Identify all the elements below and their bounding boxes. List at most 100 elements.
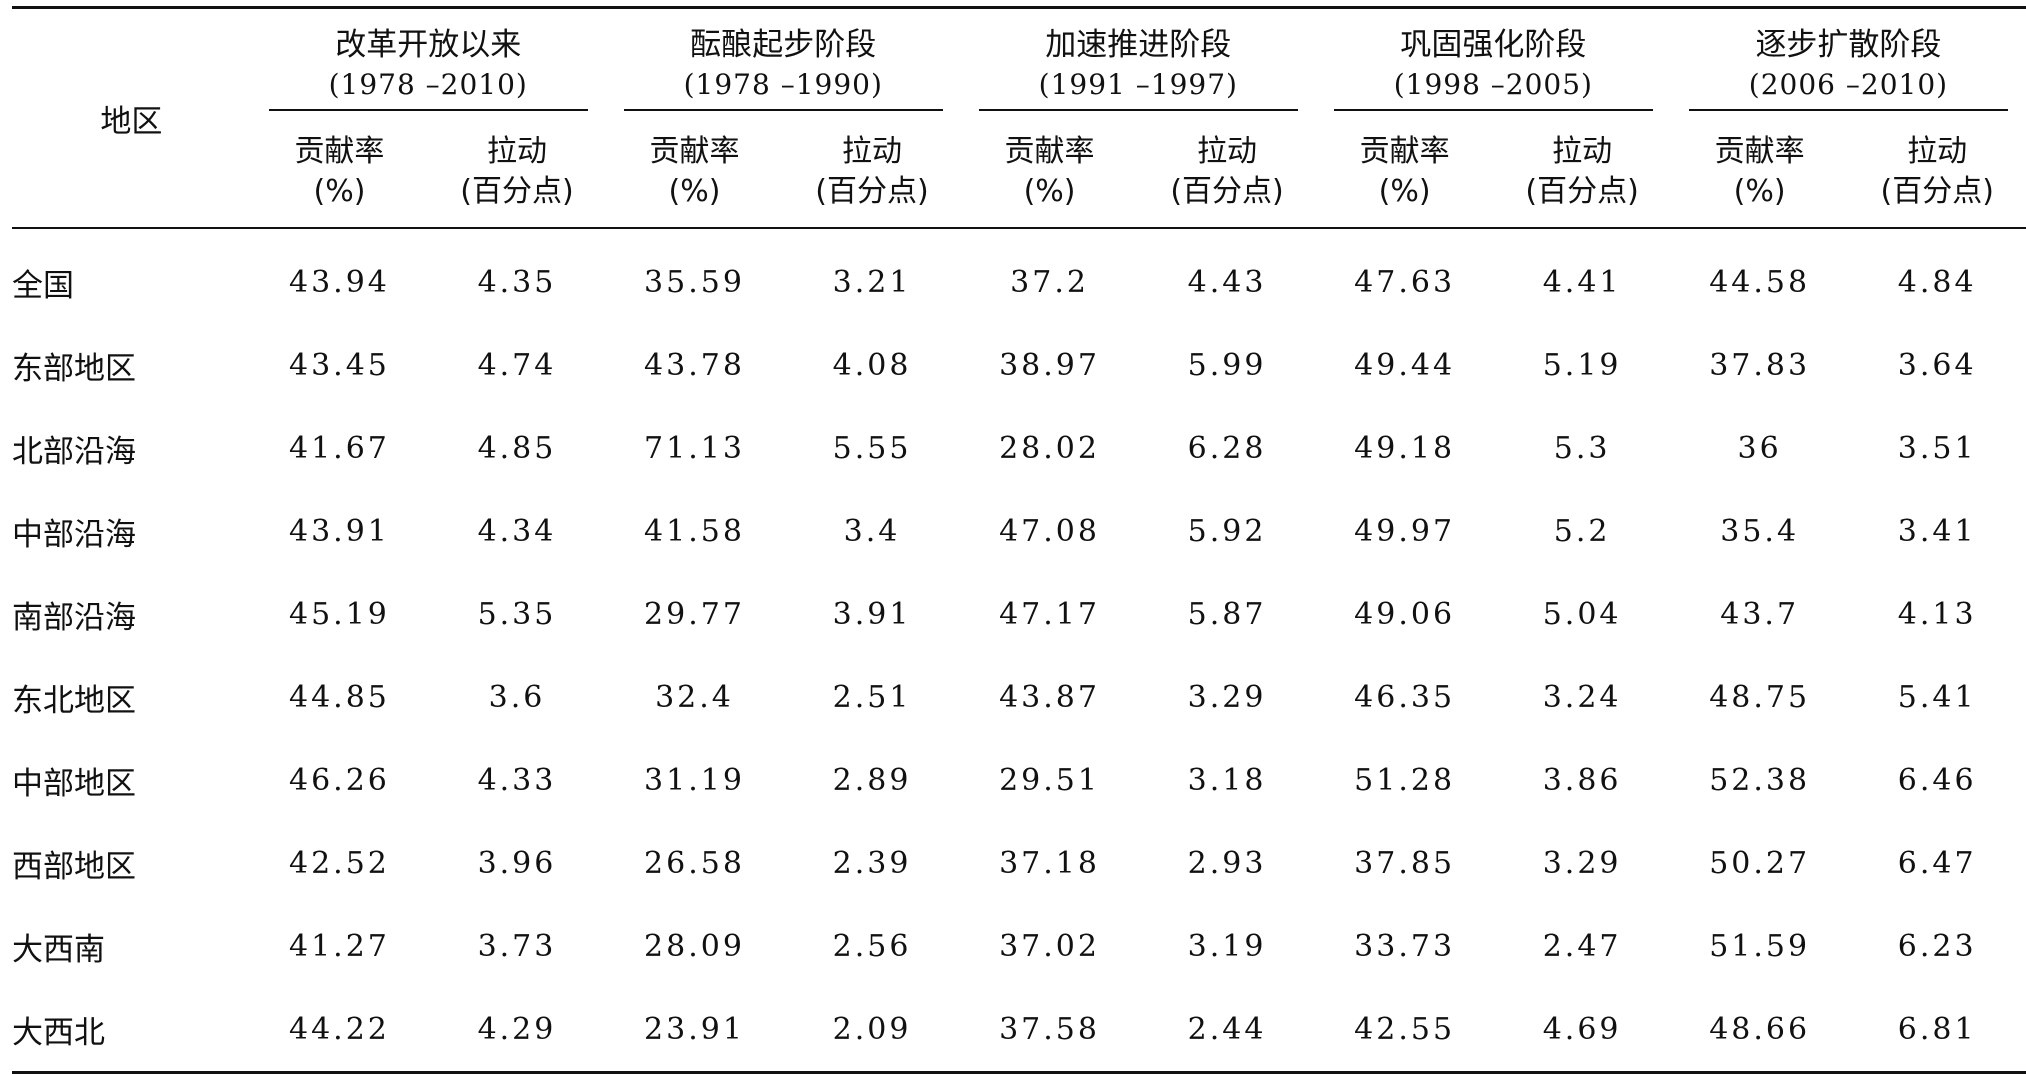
pull-points-cell: 6.28 <box>1187 431 1267 466</box>
contribution-rate-cell: 37.02 <box>999 929 1100 964</box>
pull-points-cell: 4.33 <box>477 763 557 798</box>
contribution-rate-cell: 41.67 <box>289 431 390 466</box>
contribution-rate-cell: 29.51 <box>999 763 1100 798</box>
group-period: (1998 –2005) <box>1393 68 1593 101</box>
pull-points-cell: 4.41 <box>1542 265 1622 300</box>
group-header-box: 巩固强化阶段 (1998 –2005) <box>1333 15 1653 111</box>
sub-header-label: 拉动 <box>1552 134 1613 169</box>
pull-points-cell: 3.24 <box>1542 680 1622 715</box>
pull-points-cell: 4.35 <box>477 265 557 300</box>
group-header-box: 加速推进阶段 (1991 –1997) <box>978 15 1298 111</box>
pull-points-cell: 3.96 <box>477 846 557 881</box>
group-header: 改革开放以来 (1978 –2010) <box>250 6 606 117</box>
pull-points-cell: 6.46 <box>1897 763 1977 798</box>
sub-header-unit: (百分点) <box>815 174 929 209</box>
group-period: (1978 –2010) <box>328 68 528 101</box>
pull-points-cell: 5.55 <box>832 431 912 466</box>
contribution-rate-header: 贡献率 (%) <box>605 117 784 229</box>
group-header: 逐步扩散阶段 (2006 –2010) <box>1670 6 2026 117</box>
contribution-rate-cell: 46.26 <box>289 763 390 798</box>
group-period: (2006 –2010) <box>1748 68 1949 101</box>
sub-header-label: 拉动 <box>842 134 903 169</box>
pull-points-cell: 4.29 <box>428 988 606 1074</box>
sub-header-unit: (%) <box>313 174 366 209</box>
contribution-rate-cell: 37.83 <box>1709 348 1811 383</box>
contribution-rate-cell: 31.19 <box>644 763 745 798</box>
contribution-rate-cell: 43.78 <box>644 348 745 383</box>
group-title: 逐步扩散阶段 <box>1755 27 1942 63</box>
contribution-rate-cell: 33.73 <box>1354 929 1456 964</box>
region-cell: 全国 <box>12 268 74 304</box>
contribution-rate-cell: 28.09 <box>644 929 745 964</box>
pull-points-cell: 4.74 <box>477 348 557 383</box>
region-cell: 东部地区 <box>12 351 136 387</box>
pull-points-cell: 5.19 <box>1542 348 1622 383</box>
region-cell: 中部沿海 <box>12 517 136 553</box>
pull-points-header: 拉动 (百分点) <box>1848 117 2026 229</box>
contribution-rate-cell: 38.97 <box>999 348 1100 383</box>
table-row: 西部地区 42.52 3.96 26.58 2.39 37.18 2.93 37.85 3.29… <box>12 822 2026 905</box>
pull-points-cell: 2.89 <box>832 763 912 798</box>
group-title: 酝酿起步阶段 <box>690 27 877 63</box>
table-row: 大西北 44.22 4.29 23.91 2.09 37.58 2.44 42.55 4.69 4… <box>12 988 2026 1074</box>
contribution-rate-cell: 44.58 <box>1709 265 1811 300</box>
group-header: 巩固强化阶段 (1998 –2005) <box>1315 6 1671 117</box>
pull-points-cell: 3.29 <box>1187 680 1267 715</box>
contribution-rate-header: 贡献率 (%) <box>250 117 429 229</box>
table-row: 东北地区 44.85 3.6 32.4 2.51 43.87 3.29 46.35 3.24 48… <box>12 656 2026 739</box>
pull-points-cell: 2.51 <box>832 680 912 715</box>
pull-points-cell: 4.13 <box>1897 597 1977 632</box>
pull-points-cell: 3.86 <box>1542 763 1622 798</box>
contribution-rate-cell: 37.2 <box>1010 265 1089 300</box>
pull-points-header: 拉动 (百分点) <box>428 117 606 229</box>
pull-points-cell: 3.19 <box>1187 929 1267 964</box>
contribution-rate-cell: 37.18 <box>999 846 1100 881</box>
sub-header-label: 贡献率 <box>649 134 740 169</box>
region-column-header: 地区 <box>12 6 251 229</box>
region-cell: 中部地区 <box>12 766 136 802</box>
pull-points-cell: 6.81 <box>1848 988 2026 1074</box>
contribution-rate-cell: 28.02 <box>999 431 1100 466</box>
contribution-rate-cell: 36 <box>1737 431 1782 466</box>
pull-points-cell: 2.09 <box>783 988 961 1074</box>
contribution-rate-cell: 43.94 <box>289 265 390 300</box>
sub-header-unit: (%) <box>1023 174 1076 209</box>
contribution-rate-cell: 26.58 <box>644 846 745 881</box>
contribution-rate-cell: 50.27 <box>1709 846 1811 881</box>
contribution-rate-cell: 49.18 <box>1354 431 1456 466</box>
contribution-rate-cell: 47.63 <box>1354 265 1456 300</box>
table-row: 中部沿海 43.91 4.34 41.58 3.4 47.08 5.92 49.97 5.2 35… <box>12 490 2026 573</box>
contribution-rate-header: 贡献率 (%) <box>960 117 1139 229</box>
pull-points-cell: 3.6 <box>488 680 546 715</box>
sub-header-unit: (百分点) <box>460 174 574 209</box>
region-cell: 北部沿海 <box>12 434 136 470</box>
group-title: 巩固强化阶段 <box>1400 27 1587 63</box>
sub-header-unit: (百分点) <box>1170 174 1284 209</box>
region-cell: 西部地区 <box>12 849 136 885</box>
contribution-rate-cell: 51.28 <box>1354 763 1456 798</box>
contribution-rate-cell: 43.45 <box>289 348 390 383</box>
group-title: 加速推进阶段 <box>1045 27 1232 63</box>
contribution-rate-cell: 47.08 <box>999 514 1100 549</box>
contribution-rate-header: 贡献率 (%) <box>1670 117 1849 229</box>
pull-points-cell: 4.08 <box>832 348 912 383</box>
contribution-rate-cell: 52.38 <box>1709 763 1811 798</box>
table-body: 全国 43.94 4.35 35.59 3.21 37.2 4.43 47.63 4.41 44.… <box>12 228 2026 1074</box>
contribution-rate-cell: 29.77 <box>644 597 745 632</box>
region-cell: 东北地区 <box>12 683 136 719</box>
sub-header-label: 贡献率 <box>1004 134 1095 169</box>
contribution-rate-cell: 41.58 <box>644 514 745 549</box>
pull-points-cell: 3.91 <box>832 597 912 632</box>
sub-header-unit: (%) <box>1378 174 1431 209</box>
contribution-table: 地区 改革开放以来 (1978 –2010) 酝酿起步阶段 (1978 –1990) 加… <box>12 6 2026 1074</box>
sub-header-unit: (%) <box>1733 174 1786 209</box>
pull-points-cell: 2.56 <box>832 929 912 964</box>
table-row: 南部沿海 45.19 5.35 29.77 3.91 47.17 5.87 49.06 5.04… <box>12 573 2026 656</box>
pull-points-cell: 6.47 <box>1897 846 1977 881</box>
pull-points-cell: 6.23 <box>1897 929 1977 964</box>
pull-points-cell: 5.35 <box>477 597 557 632</box>
sub-header-unit: (百分点) <box>1880 174 1994 209</box>
pull-points-cell: 3.51 <box>1897 431 1977 466</box>
contribution-rate-cell: 51.59 <box>1709 929 1811 964</box>
region-cell: 大西北 <box>12 988 251 1074</box>
